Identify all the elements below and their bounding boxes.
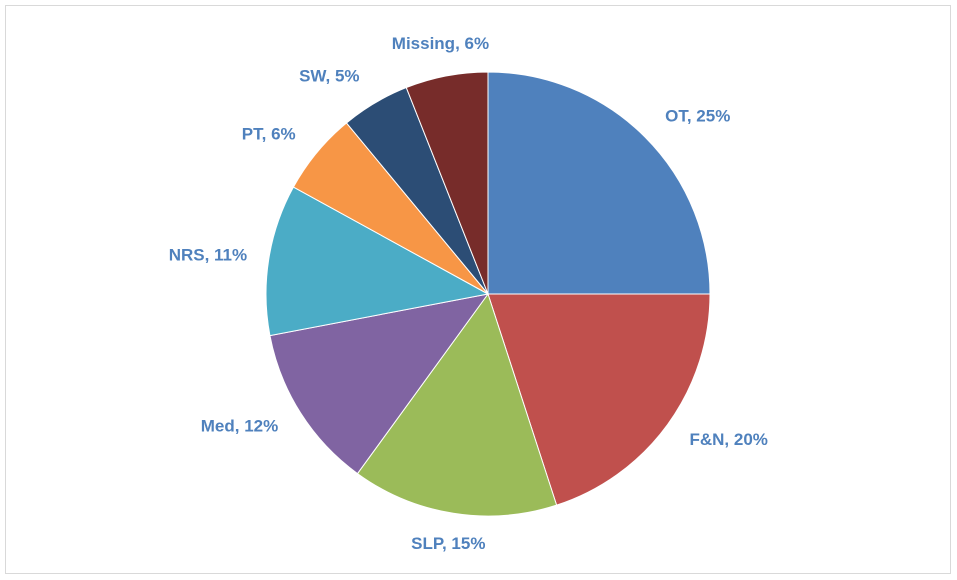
data-label: Med, 12%	[201, 417, 278, 436]
data-label: NRS, 11%	[169, 245, 247, 264]
data-label: Missing, 6%	[392, 34, 489, 53]
pie-slice	[487, 71, 711, 295]
pie-slice	[265, 186, 490, 337]
data-label: F&N, 20%	[689, 430, 767, 449]
data-label: OT, 25%	[665, 106, 730, 125]
data-label: SW, 5%	[299, 66, 359, 85]
pie-slice	[405, 71, 489, 295]
data-label: PT, 6%	[242, 124, 296, 143]
pie-slice	[487, 293, 711, 506]
pie-slice	[269, 293, 490, 475]
pie-slice	[356, 292, 558, 517]
data-label: SLP, 15%	[411, 534, 485, 553]
